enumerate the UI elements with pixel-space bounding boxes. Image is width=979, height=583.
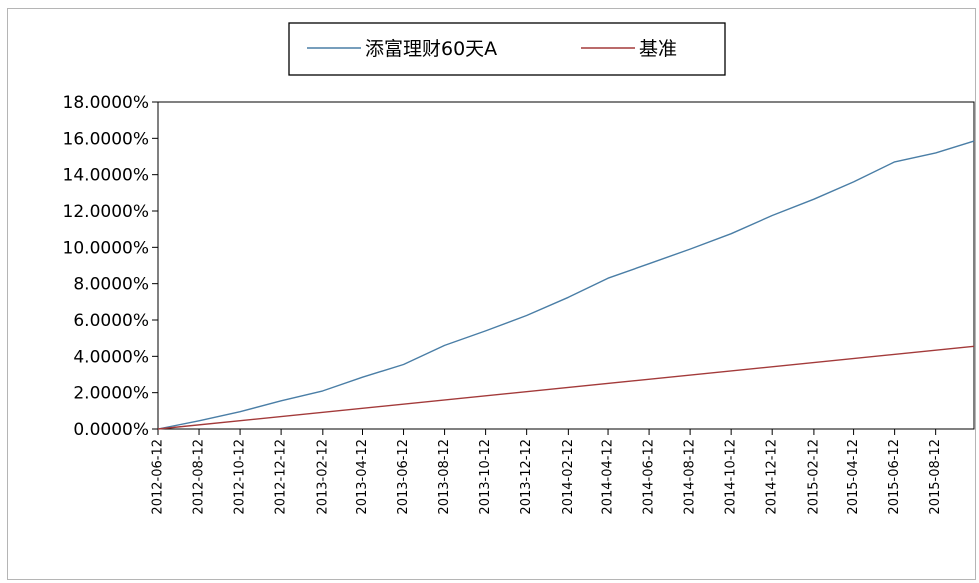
x-tick-label: 2014-08-12 — [683, 439, 698, 515]
x-tick-label: 2012-08-12 — [192, 439, 207, 515]
x-tick-label: 2013-04-12 — [355, 439, 370, 515]
x-tick-label: 2014-10-12 — [724, 439, 739, 515]
chart-frame: 0.0000% 2.0000% 4.0000% 6.0000% 8.0000% 10.00… — [7, 8, 976, 580]
x-tick-label: 2013-10-12 — [478, 439, 493, 515]
series-lines — [157, 140, 975, 430]
x-tick-label: 2015-08-12 — [928, 439, 943, 515]
x-tick-label: 2015-06-12 — [887, 439, 902, 515]
x-tick-label: 2012-10-12 — [233, 439, 248, 515]
series-line-2 — [157, 345, 975, 430]
y-tick-label: 4.0000% — [73, 347, 149, 367]
y-tick-label: 10.0000% — [63, 238, 149, 258]
x-tick-label: 2015-04-12 — [846, 439, 861, 515]
y-tick-label: 6.0000% — [73, 311, 149, 331]
y-tick-label: 2.0000% — [73, 384, 149, 404]
x-tick-label: 2012-12-12 — [274, 439, 289, 515]
series-line-1 — [157, 140, 975, 430]
x-tick-label: 2014-04-12 — [601, 439, 616, 515]
x-axis-ticks: 2012-06-12 2012-08-12 2012-10-12 2012-12-12… — [151, 429, 943, 515]
x-tick-label: 2015-02-12 — [806, 439, 821, 515]
x-tick-label: 2014-02-12 — [561, 439, 576, 515]
plot-area — [157, 101, 975, 430]
y-tick-label: 16.0000% — [63, 129, 149, 149]
x-tick-label: 2013-08-12 — [437, 439, 452, 515]
line-chart: 0.0000% 2.0000% 4.0000% 6.0000% 8.0000% 10.00… — [63, 22, 975, 515]
legend-label-series-2: 基准 — [639, 38, 677, 60]
legend-label-series-1: 添富理财60天A — [365, 38, 497, 60]
legend: 添富理财60天A 基准 — [288, 22, 726, 76]
y-tick-label: 12.0000% — [63, 202, 149, 222]
x-tick-label: 2013-02-12 — [315, 439, 330, 515]
y-tick-label: 14.0000% — [63, 166, 149, 186]
x-tick-label: 2013-12-12 — [519, 439, 534, 515]
y-axis-ticks: 0.0000% 2.0000% 4.0000% 6.0000% 8.0000% 10.00… — [63, 93, 158, 440]
legend-box — [288, 22, 726, 76]
x-tick-label: 2014-06-12 — [642, 439, 657, 515]
x-tick-label: 2013-06-12 — [396, 439, 411, 515]
x-tick-label: 2012-06-12 — [151, 439, 166, 515]
y-tick-label: 8.0000% — [73, 275, 149, 295]
y-tick-label: 18.0000% — [63, 93, 149, 113]
y-tick-label: 0.0000% — [73, 420, 149, 440]
x-tick-label: 2014-12-12 — [765, 439, 780, 515]
